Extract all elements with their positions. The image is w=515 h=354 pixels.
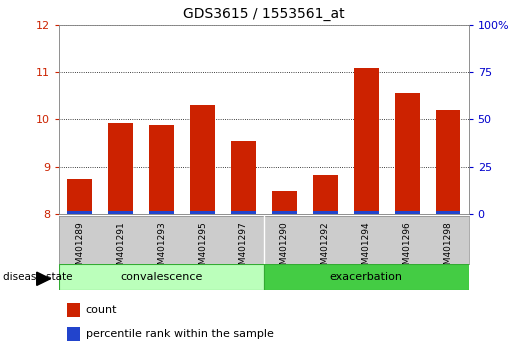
Text: GSM401292: GSM401292 xyxy=(321,222,330,276)
Text: count: count xyxy=(86,305,117,315)
Bar xyxy=(313,211,338,214)
Bar xyxy=(436,110,460,214)
Text: GSM401289: GSM401289 xyxy=(75,222,84,276)
Bar xyxy=(313,175,338,214)
Text: percentile rank within the sample: percentile rank within the sample xyxy=(86,329,273,339)
Bar xyxy=(354,68,379,214)
Text: GSM401293: GSM401293 xyxy=(157,222,166,276)
Bar xyxy=(149,125,174,214)
Bar xyxy=(67,303,80,317)
Bar xyxy=(395,93,420,214)
Text: GSM401296: GSM401296 xyxy=(403,222,411,276)
Bar xyxy=(67,211,92,214)
Bar xyxy=(149,211,174,214)
Text: GSM401294: GSM401294 xyxy=(362,222,371,276)
Text: GSM401298: GSM401298 xyxy=(444,222,453,276)
Text: disease state: disease state xyxy=(3,272,72,282)
Polygon shape xyxy=(37,272,50,285)
Bar xyxy=(231,211,256,214)
Bar xyxy=(436,211,460,214)
Text: convalescence: convalescence xyxy=(121,272,203,282)
Bar xyxy=(108,211,133,214)
Bar xyxy=(59,264,264,290)
Bar xyxy=(67,327,80,341)
Text: GSM401291: GSM401291 xyxy=(116,222,125,276)
Bar xyxy=(272,192,297,214)
Bar xyxy=(190,211,215,214)
Bar xyxy=(190,105,215,214)
Bar xyxy=(108,123,133,214)
Text: GSM401297: GSM401297 xyxy=(239,222,248,276)
Bar xyxy=(354,211,379,214)
Bar xyxy=(272,211,297,214)
Title: GDS3615 / 1553561_at: GDS3615 / 1553561_at xyxy=(183,7,345,21)
Bar xyxy=(67,179,92,214)
Text: exacerbation: exacerbation xyxy=(330,272,403,282)
Bar xyxy=(231,141,256,214)
Bar xyxy=(395,211,420,214)
Bar xyxy=(264,264,469,290)
Text: GSM401290: GSM401290 xyxy=(280,222,289,276)
Text: GSM401295: GSM401295 xyxy=(198,222,207,276)
